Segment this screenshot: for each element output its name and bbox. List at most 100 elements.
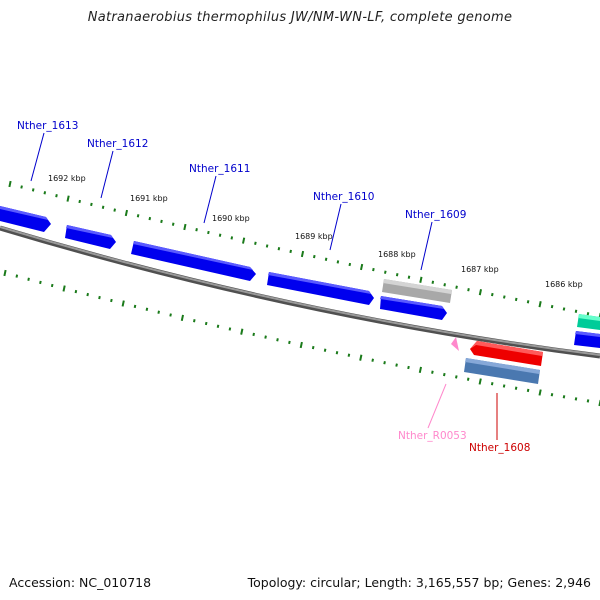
gene-nther-1608-highlight xyxy=(470,341,543,356)
gene-nther-1613-highlight xyxy=(0,206,48,220)
upper-scale-tick xyxy=(491,292,494,297)
upper-scale-tick xyxy=(574,309,578,313)
lower-scale-tick xyxy=(204,321,208,326)
gene-nther-1610[interactable] xyxy=(267,272,374,305)
kbp-label-1689: 1689 kbp xyxy=(295,232,333,241)
lower-scale-tick xyxy=(383,361,386,365)
lower-scale-tick xyxy=(180,314,185,322)
upper-scale-tick xyxy=(43,191,47,195)
lower-scale-tick xyxy=(431,370,434,374)
leader-nther-1612 xyxy=(100,150,114,199)
lower-scale-tick xyxy=(598,399,600,407)
kbp-label-1687: 1687 kbp xyxy=(461,265,499,274)
gene-nther-1610-highlight xyxy=(268,272,371,294)
leader-nther-1611 xyxy=(203,175,217,224)
upper-scale-tick xyxy=(538,301,542,308)
lower-scale-tick xyxy=(169,313,172,317)
leader-nther-r0053 xyxy=(427,383,447,429)
lower-scale-tick xyxy=(538,389,542,396)
lower-scale-tick xyxy=(514,386,518,390)
label-nther-1609[interactable]: Nther_1609 xyxy=(405,209,466,221)
rrna-gene-box-highlight xyxy=(465,358,540,374)
lower-scale-tick xyxy=(50,283,54,288)
lower-scale-tick xyxy=(288,340,291,345)
upper-scale-tick xyxy=(455,285,458,289)
map-title: Natranaerobius thermophilus JW/NM-WN-LF,… xyxy=(87,10,513,25)
kbp-label-1691: 1691 kbp xyxy=(130,194,168,203)
gene-nther-1609[interactable] xyxy=(380,296,447,320)
gene-nther-1613[interactable] xyxy=(0,206,51,232)
kbp-label-1688: 1688 kbp xyxy=(378,250,416,259)
gene-nther-1612-highlight xyxy=(66,225,113,238)
upper-scale-tick xyxy=(348,262,352,267)
upper-scale-tick xyxy=(241,237,246,244)
lower-scale-tick xyxy=(335,351,339,355)
leader-nther-1613 xyxy=(30,132,45,182)
upper-scale-tick xyxy=(265,244,269,248)
upper-scale-tick xyxy=(586,312,590,316)
lower-scale-tick xyxy=(193,319,196,323)
upper-scale-tick xyxy=(526,300,530,304)
upper-scale-tick xyxy=(384,270,387,274)
upper-scale-tick xyxy=(336,260,340,264)
lower-scale-tick xyxy=(359,354,363,361)
upper-scale-tick xyxy=(31,188,35,192)
upper-scale-tick xyxy=(218,233,222,237)
label-nther-1613[interactable]: Nther_1613 xyxy=(17,120,78,132)
lower-scale-tick xyxy=(121,300,125,307)
gene-green-edge-highlight xyxy=(578,314,600,321)
upper-scale-tick xyxy=(90,202,93,207)
lower-scale-tick xyxy=(27,277,30,281)
upper-scale-tick xyxy=(289,249,292,254)
label-nther-1612[interactable]: Nther_1612 xyxy=(87,138,148,150)
gene-leader-lines xyxy=(30,132,498,440)
lower-scale-tick xyxy=(110,298,113,303)
upper-scale-tick xyxy=(514,297,518,302)
gene-nther-1611-highlight xyxy=(133,241,253,270)
genome-backbone-shadow xyxy=(0,225,600,359)
lower-scale-tick xyxy=(264,335,267,339)
lower-scale-tick xyxy=(502,384,506,388)
label-nther-1611[interactable]: Nther_1611 xyxy=(189,163,250,175)
upper-scale-tick xyxy=(443,283,446,287)
genome-backbone xyxy=(0,226,600,356)
label-nther-1608[interactable]: Nther_1608 xyxy=(469,442,530,454)
lower-scale-tick xyxy=(550,393,554,397)
lower-scale-tick xyxy=(455,375,458,379)
upper-scale-tick xyxy=(55,194,58,198)
lower-scale-tick xyxy=(395,363,398,367)
lower-scale-tick xyxy=(216,324,220,328)
gene-nther-1611[interactable] xyxy=(131,241,256,281)
upper-scale-tick xyxy=(20,185,23,189)
upper-scale-tick xyxy=(160,219,163,224)
upper-scale-tick xyxy=(503,295,506,299)
lower-scale-tick xyxy=(74,289,78,294)
lower-scale-ticks xyxy=(3,269,600,407)
upper-scale-tick xyxy=(66,195,70,202)
upper-scale-tick xyxy=(407,275,411,279)
upper-scale-tick xyxy=(148,216,152,221)
gene-labels: Nther_1613 Nther_1612 Nther_1611 Nther_1… xyxy=(17,120,530,454)
upper-scale-ticks xyxy=(8,180,600,320)
gene-nther-1612[interactable] xyxy=(65,225,116,249)
lower-scale-tick xyxy=(240,328,244,335)
gene-nther-1609-highlight xyxy=(380,296,444,309)
rrna-nther-r0053[interactable] xyxy=(451,337,459,351)
lower-scale-tick xyxy=(276,338,279,342)
lower-scale-tick xyxy=(407,365,410,370)
gene-nther-1608[interactable] xyxy=(470,341,543,366)
upper-scale-tick xyxy=(467,288,470,292)
upper-scale-tick xyxy=(431,280,435,284)
lower-scale-tick xyxy=(323,348,327,352)
lower-scale-tick xyxy=(299,341,303,349)
label-nther-r0053[interactable]: Nther_R0053 xyxy=(398,430,467,442)
upper-scale-tick xyxy=(395,273,399,277)
upper-scale-tick xyxy=(300,250,305,258)
upper-scale-tick xyxy=(8,180,12,188)
upper-scale-tick xyxy=(313,254,316,259)
label-nther-1610[interactable]: Nther_1610 xyxy=(313,191,374,203)
lower-scale-tick xyxy=(228,327,232,331)
lower-scale-tick xyxy=(15,274,19,278)
upper-scale-tick xyxy=(419,276,423,283)
